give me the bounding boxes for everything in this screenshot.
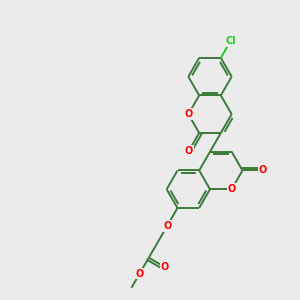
- Text: O: O: [227, 184, 236, 194]
- Text: O: O: [185, 146, 193, 156]
- Text: O: O: [160, 262, 169, 272]
- Text: O: O: [184, 109, 193, 119]
- Text: Cl: Cl: [225, 36, 236, 46]
- Text: O: O: [259, 166, 267, 176]
- Text: O: O: [163, 221, 171, 231]
- Text: O: O: [136, 269, 144, 279]
